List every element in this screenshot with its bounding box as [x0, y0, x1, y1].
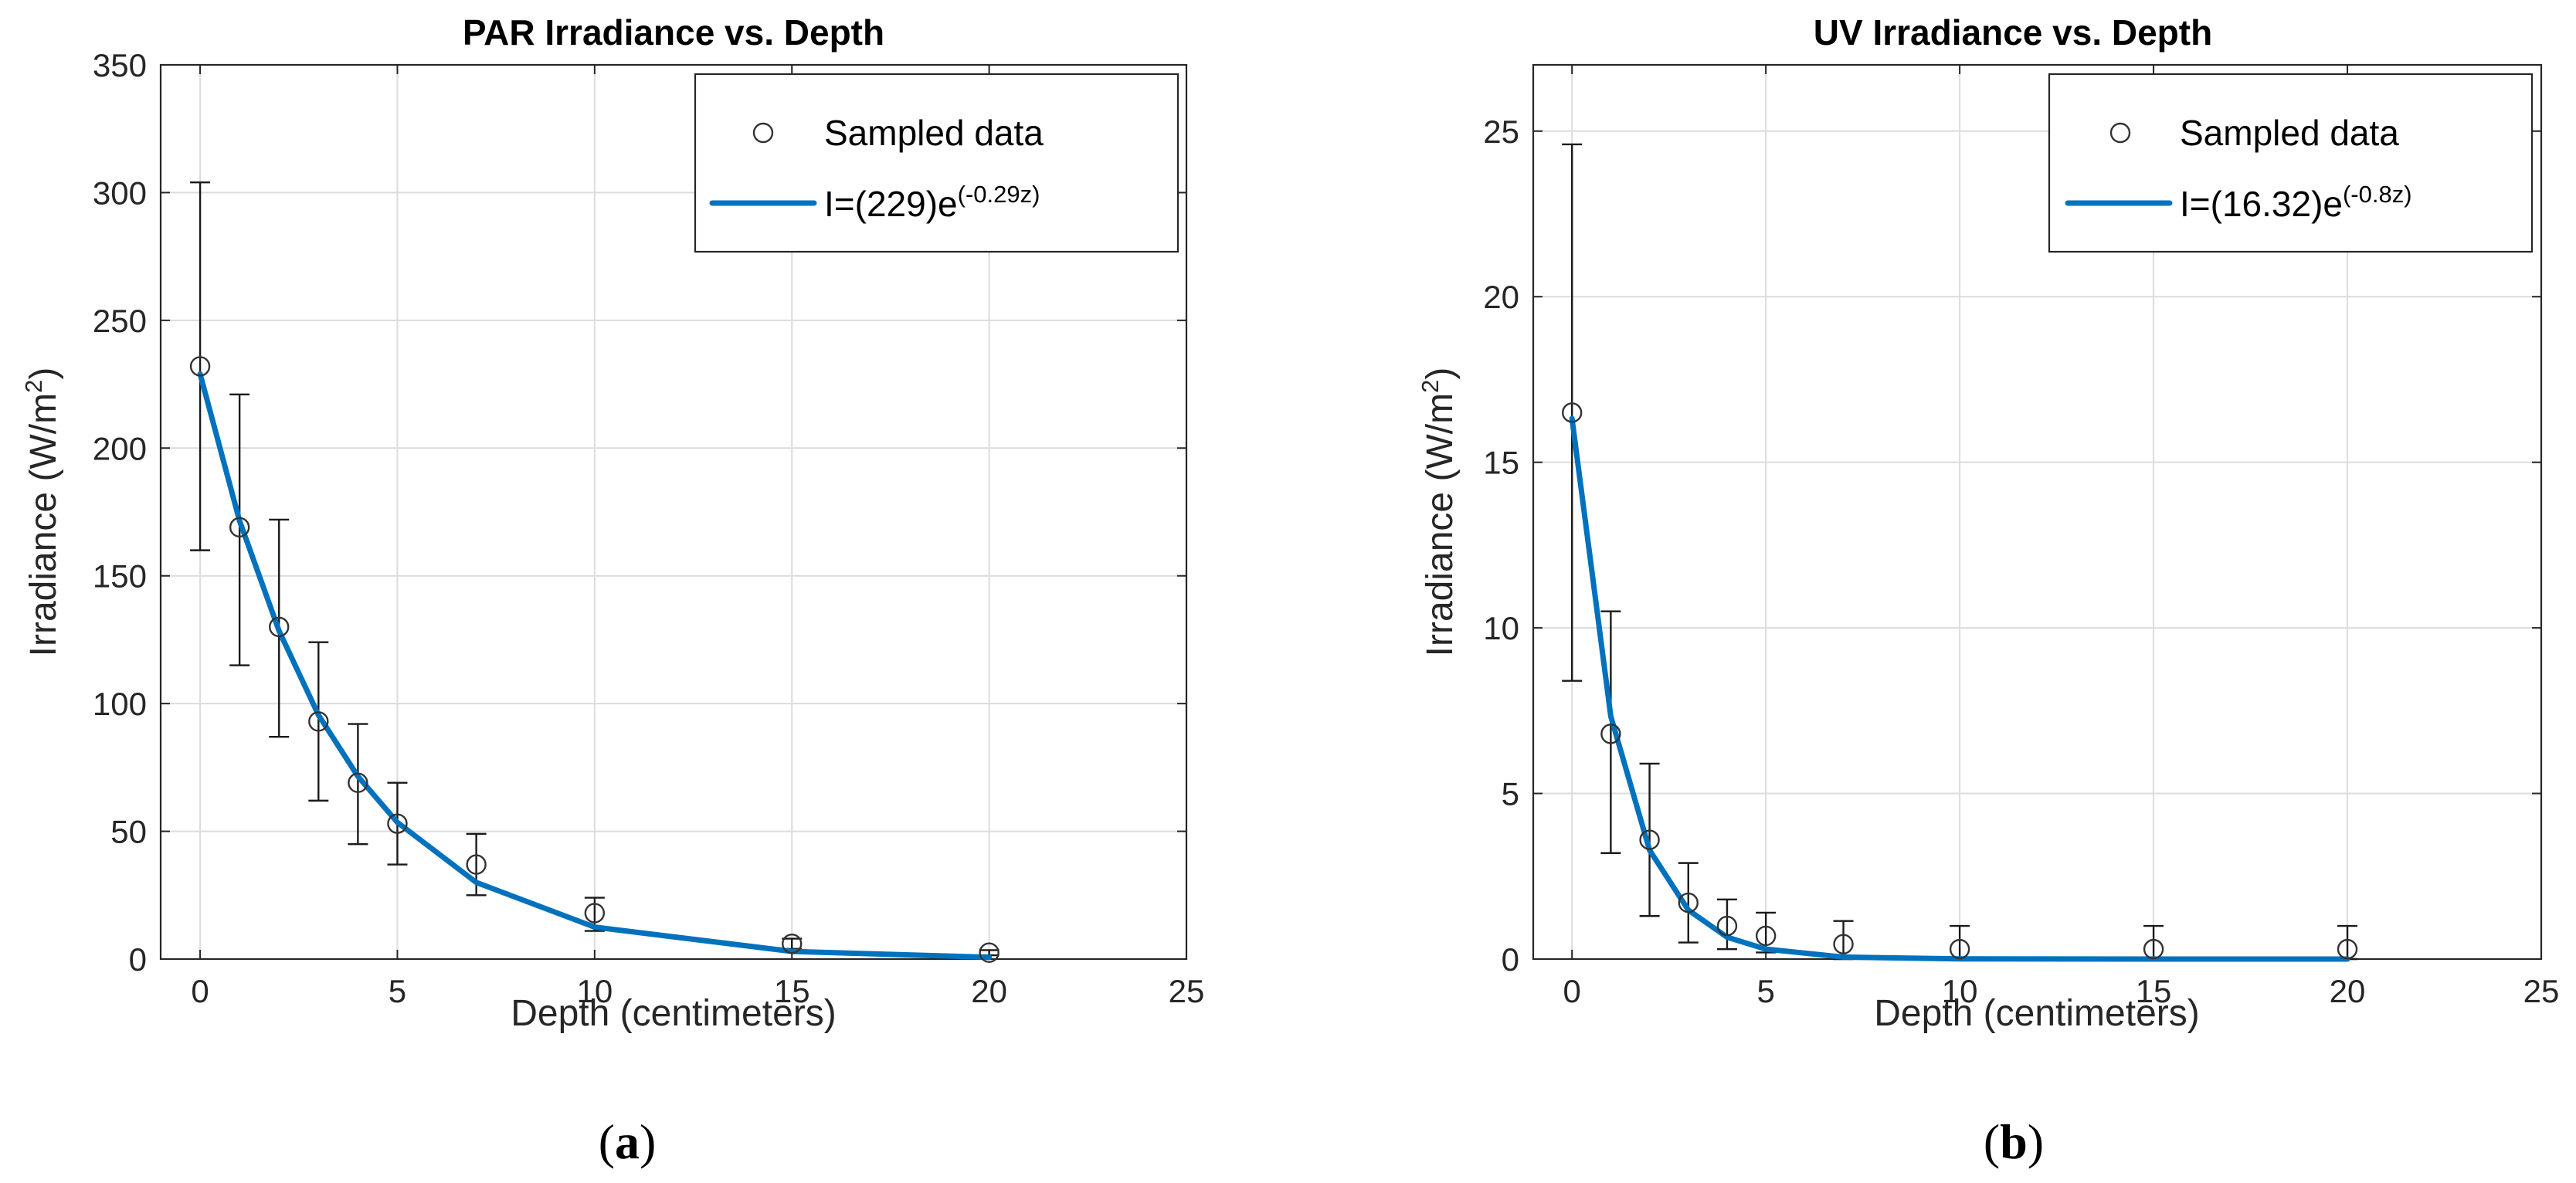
panel-b: UV Irradiance vs. Depth 0 5 10 15 20 25 0 5 10 15… — [1417, 12, 2559, 1169]
y-tick-label-a-6: 300 — [93, 175, 147, 211]
legend-label-sampled-a: Sampled data — [824, 113, 1044, 153]
legend-box-a — [694, 73, 1179, 253]
y-tick-label-b-3: 15 — [1483, 445, 1519, 481]
data-point-a-5 — [387, 813, 408, 834]
y-axis-title-close-b: ) — [1420, 368, 1461, 380]
fit-line-b — [1569, 415, 2350, 962]
y-tick-label-b-1: 5 — [1502, 776, 1519, 812]
data-point-a-0 — [189, 356, 211, 377]
data-point-b-2 — [1639, 829, 1660, 850]
y-tick-label-a-3: 150 — [93, 558, 147, 595]
markers-b — [1561, 402, 2358, 960]
data-point-a-4 — [348, 772, 368, 793]
plot-title-b: UV Irradiance vs. Depth — [1814, 12, 2212, 53]
x-tick-label-a-1: 5 — [389, 973, 406, 1009]
x-tick-label-b-5: 25 — [2523, 973, 2560, 1009]
legend-label-fit-b: I=(16.32)e(-0.8z) — [2180, 181, 2412, 224]
x-tick-label-b-2: 10 — [1942, 973, 1978, 1009]
y-axis-title-base-b: Irradiance (W/m — [1420, 393, 1461, 656]
x-tick-label-a-2: 10 — [576, 973, 613, 1009]
x-tick-label-b-0: 0 — [1563, 973, 1581, 1009]
data-point-a-1 — [229, 517, 250, 538]
legend-fit-base-b: I=(16.32)e — [2180, 184, 2343, 224]
data-point-b-7 — [1949, 938, 1970, 960]
x-tick-label-a-4: 20 — [971, 973, 1007, 1009]
y-axis-title-sup-a: 2 — [20, 380, 47, 393]
y-tick-label-a-2: 100 — [93, 686, 147, 722]
data-point-a-3 — [308, 711, 329, 732]
ticks-b: 0 5 10 15 20 25 0 5 10 15 20 25 — [1483, 65, 2559, 1009]
data-point-a-6 — [466, 854, 487, 875]
data-point-a-9 — [979, 942, 1000, 963]
legend-marker-a — [752, 122, 774, 144]
y-axis-title-b: Irradiance (W/m2) — [1417, 368, 1461, 657]
data-point-b-3 — [1678, 892, 1699, 914]
legend-label-sampled-b: Sampled data — [2180, 113, 2399, 153]
y-tick-label-a-4: 200 — [93, 430, 147, 466]
x-axis-title-a: Depth (centimeters) — [511, 993, 836, 1034]
x-tick-label-b-4: 20 — [2330, 973, 2366, 1009]
y-tick-label-a-0: 0 — [129, 941, 147, 978]
y-axis-title-close-a: ) — [23, 368, 64, 380]
y-tick-label-b-0: 0 — [1502, 941, 1519, 978]
legend-a: Sampled data I=(229)e(-0.29z) — [694, 73, 1179, 253]
data-point-a-8 — [782, 933, 803, 954]
data-point-b-8 — [2143, 938, 2164, 960]
x-tick-label-b-3: 15 — [2136, 973, 2172, 1009]
y-tick-label-a-5: 250 — [93, 303, 147, 339]
axes-frame-a — [159, 63, 1188, 961]
legend-b: Sampled data I=(16.32)e(-0.8z) — [2048, 73, 2534, 253]
data-point-b-5 — [1755, 925, 1777, 947]
x-tick-label-a-3: 15 — [774, 973, 810, 1009]
x-tick-label-a-5: 25 — [1169, 973, 1205, 1009]
plot-title-a: PAR Irradiance vs. Depth — [463, 12, 884, 53]
data-point-b-4 — [1716, 915, 1738, 937]
data-point-a-2 — [269, 616, 290, 638]
legend-fit-sup-b: (-0.8z) — [2343, 181, 2412, 208]
legend-box-b — [2048, 73, 2534, 253]
y-tick-label-a-1: 50 — [110, 814, 147, 850]
y-tick-label-b-5: 25 — [1483, 114, 1519, 150]
data-point-b-9 — [2337, 938, 2358, 960]
x-axis-title-b: Depth (centimeters) — [1874, 993, 2199, 1034]
data-point-b-6 — [1833, 934, 1854, 954]
data-point-b-0 — [1561, 402, 1583, 423]
legend-marker-b — [2109, 122, 2131, 144]
data-point-b-1 — [1600, 724, 1621, 744]
y-tick-label-b-4: 20 — [1483, 279, 1519, 315]
markers-a — [189, 356, 1000, 963]
panel-label-a: (a) — [599, 1114, 657, 1169]
legend-fit-base-a: I=(229)e — [824, 184, 958, 224]
data-point-a-7 — [584, 903, 606, 924]
x-tick-label-b-1: 5 — [1756, 973, 1774, 1009]
y-axis-title-a: Irradiance (W/m2) — [20, 368, 64, 657]
fit-line-a — [197, 371, 993, 961]
panel-label-b: (b) — [1984, 1114, 2044, 1169]
y-tick-label-b-2: 10 — [1483, 610, 1519, 646]
panel-a: PAR Irradiance vs. Depth 0 5 10 15 20 2505010… — [20, 12, 1204, 1169]
legend-fit-sup-a: (-0.29z) — [958, 181, 1040, 208]
legend-label-fit-a: I=(229)e(-0.29z) — [824, 181, 1040, 224]
y-tick-label-a-7: 350 — [93, 47, 147, 83]
x-tick-label-a-0: 0 — [191, 973, 209, 1009]
y-axis-title-base-a: Irradiance (W/m — [23, 393, 64, 656]
y-axis-title-sup-b: 2 — [1417, 380, 1444, 393]
